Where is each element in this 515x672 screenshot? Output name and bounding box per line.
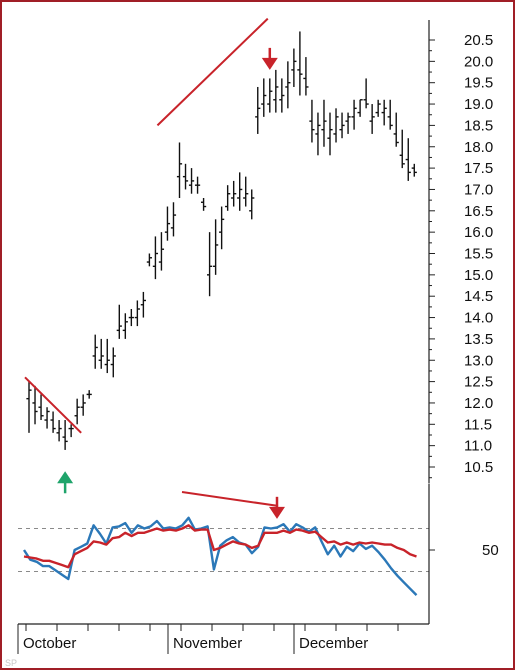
price-y-tick-label: 17.0: [464, 181, 493, 198]
price-y-tick-label: 14.5: [464, 288, 493, 305]
price-y-tick-label: 10.5: [464, 459, 493, 476]
month-label: October: [23, 635, 76, 652]
price-y-tick-label: 11.0: [464, 438, 492, 455]
price-y-tick-label: 15.5: [464, 246, 493, 263]
price-trendline-rising: [156, 17, 269, 127]
oscillator-down-arrow-head: [269, 506, 285, 519]
oscillator-line-red: [23, 524, 417, 569]
oscillator-line-blue: [22, 516, 418, 596]
price-y-tick-label: 13.0: [464, 352, 493, 369]
price-y-tick-label: 16.0: [464, 224, 493, 241]
month-label: November: [173, 635, 242, 652]
price-y-tick-label: 17.5: [464, 160, 493, 177]
price-y-tick-label: 19.5: [464, 75, 493, 92]
price-y-tick-label: 16.5: [464, 203, 493, 220]
down-arrow-head: [261, 57, 278, 70]
price-y-tick-label: 18.0: [464, 139, 493, 156]
price-y-tick-label: 20.5: [464, 32, 493, 49]
price-y-tick-label: 15.0: [464, 267, 493, 284]
price-y-tick-label: 19.0: [464, 96, 493, 113]
price-y-tick-label: 14.0: [464, 310, 493, 327]
watermark: ​SP​: [5, 658, 18, 668]
up-arrow-head: [57, 471, 74, 484]
oscillator-y-tick-label: 50: [482, 542, 499, 559]
price-trendline-falling: [24, 376, 82, 434]
month-label: December: [299, 635, 368, 652]
price-y-tick-label: 13.5: [464, 331, 493, 348]
price-y-tick-label: 11.5: [464, 416, 492, 433]
oscillator-trendline-falling: [181, 490, 279, 507]
price-y-tick-label: 12.0: [464, 395, 493, 412]
price-y-tick-label: 12.5: [464, 374, 493, 391]
price-y-tick-label: 18.5: [464, 117, 493, 134]
price-y-tick-label: 20.0: [464, 53, 493, 70]
